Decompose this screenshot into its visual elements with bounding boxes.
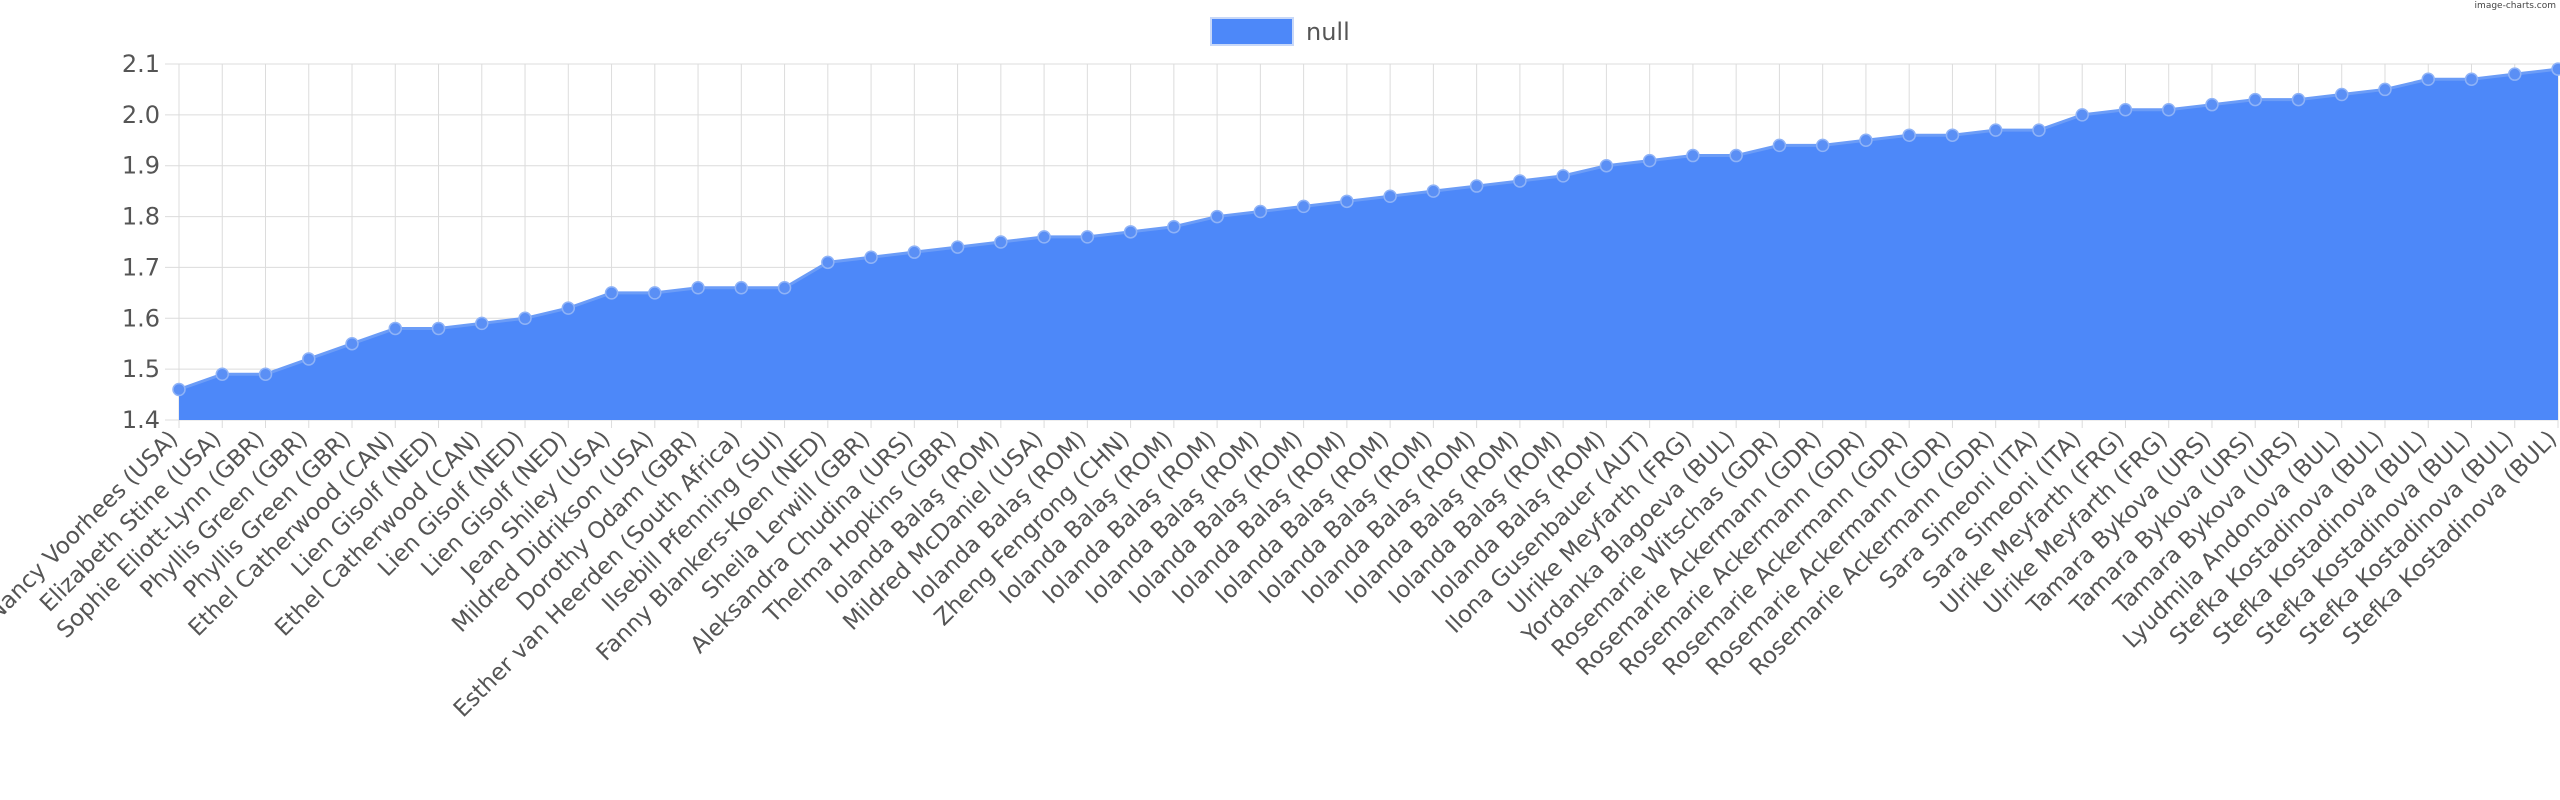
legend: null (1210, 17, 1350, 46)
data-point (1599, 158, 1614, 173)
y-tick-label: 1.8 (122, 203, 160, 231)
data-point (1123, 225, 1138, 239)
data-point (2334, 87, 2349, 102)
data-point (1383, 189, 1397, 203)
data-point (777, 281, 792, 295)
data-point (1902, 128, 1916, 142)
data-point (604, 286, 619, 300)
series-area (179, 69, 2558, 420)
legend-swatch (1210, 17, 1294, 46)
data-point (2205, 97, 2219, 112)
data-point (2248, 92, 2262, 107)
y-tick-label: 1.5 (122, 355, 160, 383)
data-point (2075, 108, 2089, 122)
data-point (1210, 209, 1224, 224)
data-point (648, 286, 662, 300)
data-point (1772, 138, 1787, 153)
data-point (475, 316, 489, 331)
data-point (1945, 128, 1960, 142)
data-point (518, 311, 532, 326)
data-point (1167, 219, 1181, 234)
data-point (1469, 179, 1484, 193)
data-point (258, 367, 273, 381)
y-tick-label: 1.9 (122, 152, 160, 180)
data-point (1253, 204, 1268, 219)
watermark: image-charts.com (2474, 1, 2556, 11)
data-point (2032, 123, 2046, 137)
data-point (691, 281, 705, 295)
data-point (1426, 184, 1441, 198)
data-point (994, 235, 1008, 249)
data-point (821, 255, 835, 270)
data-point (1513, 174, 1527, 188)
data-point (302, 352, 316, 366)
data-point (950, 240, 965, 254)
y-tick-label: 1.6 (122, 304, 160, 332)
y-tick-label: 2.1 (122, 50, 160, 78)
y-tick-label: 2.0 (122, 101, 160, 129)
data-point (864, 250, 878, 265)
data-point (1859, 133, 1873, 148)
data-point (1296, 199, 1311, 214)
legend-label: null (1306, 18, 1350, 46)
data-point (1080, 230, 1095, 244)
data-point (2551, 62, 2560, 76)
series-line (178, 67, 2559, 391)
data-point (2161, 103, 2176, 117)
data-point (1729, 148, 1743, 163)
data-point (388, 321, 403, 336)
data-point (2118, 103, 2133, 117)
data-point (2464, 72, 2479, 87)
data-point (345, 336, 359, 351)
y-tick-label: 1.4 (122, 406, 160, 434)
data-point (1037, 230, 1051, 244)
data-point (907, 245, 922, 259)
data-point (1340, 194, 1354, 209)
data-point (215, 367, 230, 381)
data-point (1988, 123, 2003, 137)
y-tick-label: 1.7 (122, 253, 160, 281)
data-point (734, 281, 749, 295)
data-point (1686, 148, 1700, 163)
data-point (1556, 169, 1570, 183)
data-point (431, 321, 446, 336)
data-point (2421, 72, 2435, 87)
data-point (2291, 92, 2306, 107)
data-point (561, 301, 576, 315)
data-point (2507, 67, 2522, 81)
data-point (1642, 153, 1657, 168)
data-point (1815, 138, 1830, 153)
data-point (172, 382, 186, 397)
data-point (2378, 82, 2392, 97)
